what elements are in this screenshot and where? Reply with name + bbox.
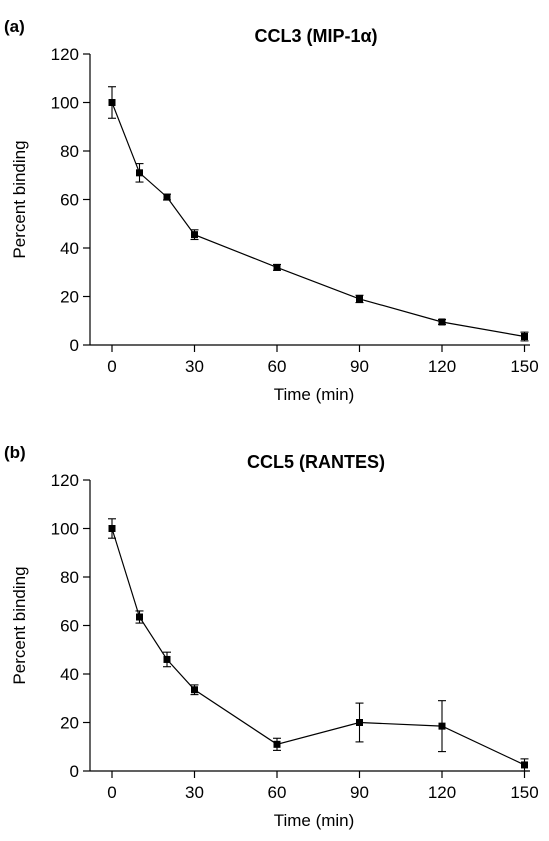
y-tick-label: 60 [60, 191, 79, 210]
x-tick-label: 60 [268, 357, 287, 376]
x-tick-label: 150 [510, 783, 538, 802]
y-tick-label: 80 [60, 568, 79, 587]
y-tick-label: 20 [60, 288, 79, 307]
data-point [136, 169, 143, 177]
x-axis-title: Time (min) [274, 385, 355, 404]
y-tick-label: 120 [51, 471, 79, 490]
data-point [136, 613, 143, 621]
y-tick-label: 40 [60, 239, 79, 258]
series-line [111, 102, 525, 338]
data-point [191, 231, 198, 239]
y-tick-label: 0 [70, 762, 79, 781]
chart-panel-1: (b) CCL5 (RANTES) 0 20 40 60 80 100 120 0 30 60 90 12… [4, 443, 539, 830]
data-point [521, 761, 528, 769]
data-point [191, 686, 198, 694]
y-tick-label: 20 [60, 714, 79, 733]
x-tick-label: 60 [268, 783, 287, 802]
data-point [163, 193, 171, 201]
data-point [521, 333, 528, 341]
data-point [273, 740, 281, 748]
x-tick-label: 0 [107, 783, 116, 802]
y-tick-label: 120 [51, 45, 79, 64]
x-tick-label: 90 [350, 783, 369, 802]
x-tick-label: 150 [510, 357, 538, 376]
data-point [438, 722, 446, 730]
panel-label: (a) [4, 17, 25, 36]
y-axis-title: Percent binding [10, 140, 29, 258]
data-point [356, 719, 363, 726]
y-tick-label: 0 [70, 336, 79, 355]
chart-title: CCL3 (MIP-1α) [254, 26, 377, 46]
y-tick-label: 100 [51, 520, 79, 539]
data-point [108, 525, 116, 532]
x-tick-label: 120 [428, 783, 456, 802]
x-tick-label: 30 [185, 357, 204, 376]
chart-panel-0: (a) CCL3 (MIP-1α) 0 20 40 60 80 100 120 0 30 60 90 12… [4, 17, 539, 404]
x-tick-label: 90 [350, 357, 369, 376]
y-tick-label: 40 [60, 665, 79, 684]
y-axis-title: Percent binding [10, 566, 29, 684]
data-point [273, 263, 281, 271]
y-tick-label: 60 [60, 617, 79, 636]
data-point [108, 99, 116, 106]
panel-label: (b) [4, 443, 26, 462]
x-tick-label: 0 [107, 357, 116, 376]
y-tick-label: 100 [51, 94, 79, 113]
x-tick-label: 30 [185, 783, 204, 802]
data-point [356, 295, 363, 303]
data-point [163, 655, 171, 663]
chart-title: CCL5 (RANTES) [247, 452, 385, 472]
series-line [111, 528, 525, 766]
x-tick-label: 120 [428, 357, 456, 376]
y-tick-label: 80 [60, 142, 79, 161]
data-point [438, 318, 446, 326]
x-axis-title: Time (min) [274, 811, 355, 830]
